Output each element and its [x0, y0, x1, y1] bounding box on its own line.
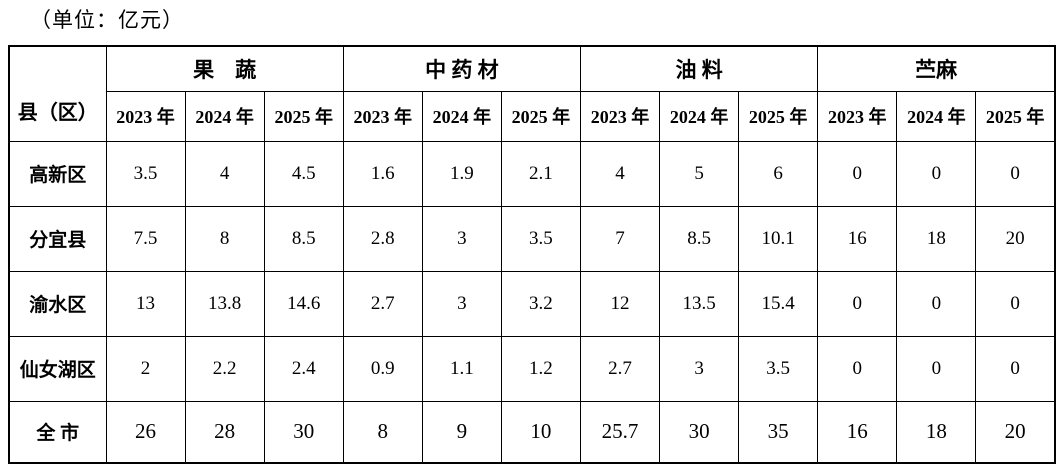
- table-cell: 20: [975, 400, 1056, 464]
- table-cell: 1.2: [500, 335, 581, 402]
- year-header: 2023 年: [105, 90, 186, 142]
- table-cell: 0: [975, 270, 1056, 337]
- table-cell: 14.6: [263, 270, 344, 337]
- table-cell: 3.5: [105, 140, 186, 207]
- year-header-row: 2023 年 2024 年 2025 年 2023 年 2024 年 2025 …: [9, 90, 1056, 142]
- table-cell: 12: [579, 270, 661, 337]
- year-header: 2025 年: [738, 90, 819, 142]
- year-header: 2024 年: [896, 90, 977, 142]
- table-cell: 0: [896, 270, 977, 337]
- year-header: 2023 年: [817, 90, 898, 142]
- table-cell: 18: [896, 205, 977, 272]
- table-cell: 35: [738, 400, 819, 464]
- table-cell: 0.9: [342, 335, 423, 402]
- table-cell: 1.1: [421, 335, 502, 402]
- table-row-citywide-total: 全 市 26 28 30 8 9 10 25.7 30 35 16 18 20: [8, 400, 1056, 464]
- table-cell: 10: [500, 400, 581, 464]
- table-cell: 2.4: [263, 335, 344, 402]
- table-row-gaoxin: 高新区 3.5 4 4.5 1.6 1.9 2.1 4 5 6 0 0 0: [8, 140, 1056, 207]
- table-cell: 30: [263, 400, 344, 464]
- table-cell: 3.2: [500, 270, 581, 337]
- corner-header-county: 县（区）: [8, 45, 107, 142]
- crop-output-table: 县（区） 果 蔬 中 药 材 油 料 苎麻 2023 年 2024 年 2025…: [8, 45, 1056, 464]
- group-header-ramie: 苎麻: [817, 45, 1056, 92]
- table-row-xiannvhu: 仙女湖区 2 2.2 2.4 0.9 1.1 1.2 2.7 3 3.5 0 0…: [8, 335, 1056, 402]
- table-cell: 0: [817, 140, 898, 207]
- row-label: 渝水区: [8, 270, 107, 337]
- table-cell: 16: [817, 205, 898, 272]
- year-header: 2024 年: [421, 90, 502, 142]
- row-label: 仙女湖区: [8, 335, 107, 402]
- unit-label: （单位：亿元）: [30, 8, 184, 32]
- group-header-row: 县（区） 果 蔬 中 药 材 油 料 苎麻: [8, 45, 1056, 142]
- table-cell: 16: [817, 400, 898, 464]
- table-cell: 7: [579, 205, 661, 272]
- table-cell: 3.5: [738, 335, 819, 402]
- table-cell: 3: [421, 205, 502, 272]
- year-header: 2024 年: [659, 90, 740, 142]
- table-cell: 2.1: [500, 140, 581, 207]
- table-cell: 9: [421, 400, 502, 464]
- year-header: 2023 年: [342, 90, 423, 142]
- row-label: 全 市: [8, 400, 107, 464]
- table-cell: 10.1: [738, 205, 819, 272]
- table-cell: 1.6: [342, 140, 423, 207]
- table-cell: 3: [659, 335, 740, 402]
- table-cell: 2: [105, 335, 186, 402]
- year-header: 2025 年: [263, 90, 344, 142]
- table-cell: 7.5: [105, 205, 186, 272]
- group-header-fruits-vegetables: 果 蔬: [105, 45, 344, 92]
- table-cell: 8: [184, 205, 265, 272]
- table-cell: 0: [817, 335, 898, 402]
- table-cell: 13: [105, 270, 186, 337]
- table-cell: 13.8: [184, 270, 265, 337]
- table-cell: 0: [896, 335, 977, 402]
- table-cell: 20: [975, 205, 1056, 272]
- year-header: 2025 年: [500, 90, 581, 142]
- table-cell: 4: [184, 140, 265, 207]
- table-cell: 0: [975, 335, 1056, 402]
- table-cell: 0: [896, 140, 977, 207]
- table-cell: 25.7: [579, 400, 661, 464]
- table-cell: 28: [184, 400, 265, 464]
- table-row-fenyi: 分宜县 7.5 8 8.5 2.8 3 3.5 7 8.5 10.1 16 18…: [8, 205, 1056, 272]
- table-cell: 0: [817, 270, 898, 337]
- year-header: 2025 年: [975, 90, 1056, 142]
- table-cell: 30: [659, 400, 740, 464]
- table-cell: 2.8: [342, 205, 423, 272]
- table-cell: 8: [342, 400, 423, 464]
- table-row-yushui: 渝水区 13 13.8 14.6 2.7 3 3.2 12 13.5 15.4 …: [8, 270, 1056, 337]
- table-cell: 2.7: [342, 270, 423, 337]
- table-cell: 2.7: [579, 335, 661, 402]
- table-cell: 8.5: [263, 205, 344, 272]
- table-cell: 4.5: [263, 140, 344, 207]
- table-cell: 18: [896, 400, 977, 464]
- group-header-medicinal-herbs: 中 药 材: [342, 45, 581, 92]
- table-cell: 3: [421, 270, 502, 337]
- table-cell: 1.9: [421, 140, 502, 207]
- row-label: 高新区: [8, 140, 107, 207]
- table-cell: 5: [659, 140, 740, 207]
- table-cell: 26: [105, 400, 186, 464]
- table-cell: 0: [975, 140, 1056, 207]
- table-cell: 2.2: [184, 335, 265, 402]
- table-cell: 8.5: [659, 205, 740, 272]
- table-cell: 3.5: [500, 205, 581, 272]
- table-cell: 13.5: [659, 270, 740, 337]
- table-cell: 4: [579, 140, 661, 207]
- row-label: 分宜县: [8, 205, 107, 272]
- group-header-oil-crops: 油 料: [579, 45, 819, 92]
- table-cell: 15.4: [738, 270, 819, 337]
- table-cell: 6: [738, 140, 819, 207]
- year-header: 2024 年: [184, 90, 265, 142]
- year-header: 2023 年: [579, 90, 661, 142]
